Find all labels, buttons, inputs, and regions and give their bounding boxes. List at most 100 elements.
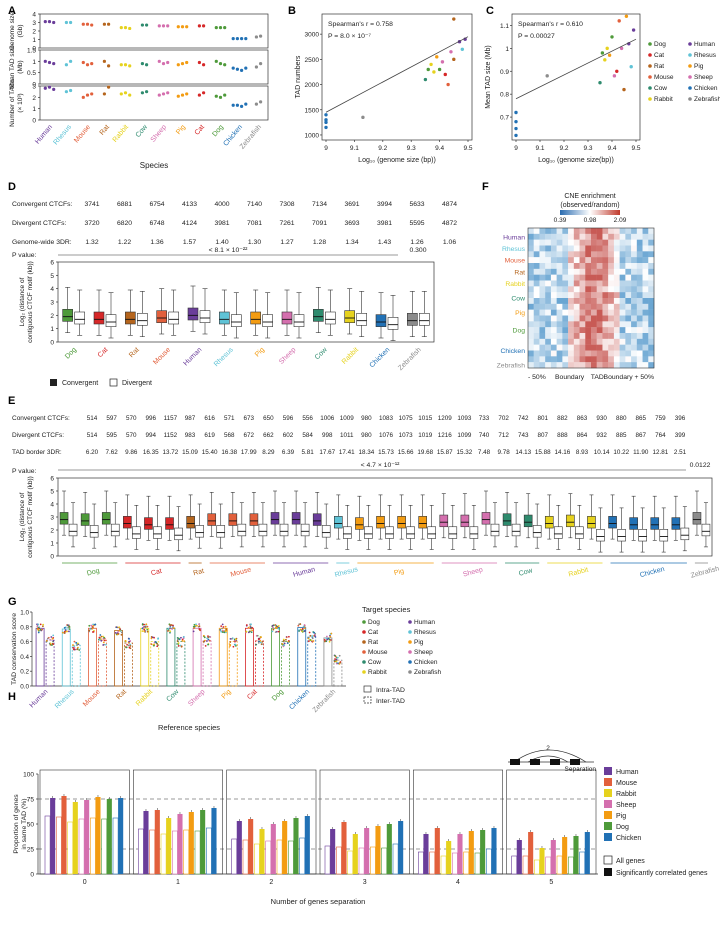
a-point [166, 60, 170, 65]
f-cell [619, 257, 626, 264]
g-point [206, 637, 209, 640]
f-cell [625, 239, 632, 246]
h-bar-significant [282, 821, 288, 874]
g-point [255, 643, 258, 646]
e-div-box [216, 525, 226, 538]
d-category-label: Zebrafish [397, 346, 423, 372]
g-point [105, 643, 107, 646]
f-cell [568, 327, 575, 334]
f-cell [648, 298, 655, 305]
d-cell: 5595 [409, 220, 424, 227]
f-cell [533, 233, 540, 240]
h-bar-significant [573, 836, 579, 874]
scatter-point [607, 53, 612, 57]
g-legend-swatch [408, 620, 412, 624]
a-point [64, 90, 68, 94]
f-cell [631, 251, 638, 258]
legend-label: Sheep [694, 74, 713, 81]
f-cell [528, 338, 534, 345]
h-category-label: 4 [456, 879, 460, 886]
g-point [298, 630, 300, 632]
h-legend-all-swatch [603, 855, 613, 865]
f-cell [568, 233, 575, 240]
e-div-box [490, 523, 500, 537]
f-cell [556, 251, 563, 258]
g-category-label: Mouse [82, 688, 102, 708]
d-div-box [293, 314, 305, 327]
g-point [334, 654, 336, 657]
g-category-label: Chicken [288, 688, 311, 711]
f-cell [591, 245, 597, 252]
f-cell [573, 228, 580, 235]
f-cell [562, 350, 569, 357]
a-point [43, 20, 47, 24]
scatter-point [514, 119, 518, 124]
f-cell [539, 327, 546, 334]
h-inset-number: 2 [546, 745, 550, 752]
d-cell: 7134 [312, 201, 327, 208]
e-cell: 16.35 [143, 449, 159, 456]
h-legend-label: Rabbit [616, 791, 636, 798]
h-bar-all [276, 839, 283, 875]
f-cell [631, 309, 638, 316]
f-cell [648, 239, 655, 246]
g-legend-intra-swatch [363, 685, 372, 693]
f-cell [608, 292, 615, 299]
e-cell: 980 [361, 415, 372, 422]
e-group-label: Rhesus [334, 566, 359, 579]
a-point [140, 62, 144, 66]
f-cell [642, 344, 649, 351]
f-cell [573, 338, 580, 345]
f-cell [539, 356, 546, 363]
f-cell [533, 303, 540, 310]
e-cell: 6.20 [86, 449, 99, 456]
f-cell [648, 338, 655, 345]
g-legend-label: Chicken [414, 659, 438, 666]
f-cell [556, 315, 563, 322]
f-cell [562, 344, 569, 351]
e-conv-box [523, 514, 533, 528]
g-point [151, 636, 154, 639]
g-point [220, 625, 223, 628]
g-point [118, 629, 121, 632]
e-cell: 650 [263, 415, 274, 422]
f-row-label: Pig [515, 310, 525, 317]
d-row-label: Genome-wide 3DR: [12, 239, 72, 246]
g-bar-inter [255, 640, 264, 687]
g-point [247, 626, 250, 629]
e-cell: 662 [263, 432, 274, 439]
f-cell [539, 233, 546, 240]
e-cell: 15.66 [398, 449, 414, 456]
f-cell [556, 327, 563, 334]
d-category-label: Cow [314, 346, 330, 362]
f-cell [568, 280, 575, 287]
f-cell [648, 257, 655, 264]
scatter-point [361, 115, 365, 120]
e-div-box [364, 526, 373, 539]
e-cell: 570 [126, 432, 137, 439]
h-inset-gene [570, 759, 580, 765]
f-cell [533, 356, 540, 363]
f-cell [539, 263, 546, 270]
legend-label: Human [694, 41, 715, 48]
f-cell [556, 239, 563, 246]
g-point [272, 628, 275, 631]
f-cell [568, 228, 575, 235]
g-point [76, 646, 79, 649]
d-row-label: Divergent CTCFs: [12, 220, 66, 227]
e-cell: 983 [185, 432, 196, 439]
f-cell [528, 286, 534, 293]
f-cell [539, 350, 546, 357]
e-group-label: Dog [86, 567, 100, 577]
g-point [308, 631, 311, 634]
f-cell [568, 356, 575, 363]
g-point [52, 634, 55, 637]
f-cell [613, 239, 620, 246]
f-cell [585, 362, 592, 369]
f-cell [648, 315, 655, 322]
a-point [259, 34, 263, 38]
f-cell [539, 344, 546, 351]
g-point [117, 633, 120, 635]
e-cell: 672 [244, 432, 255, 439]
